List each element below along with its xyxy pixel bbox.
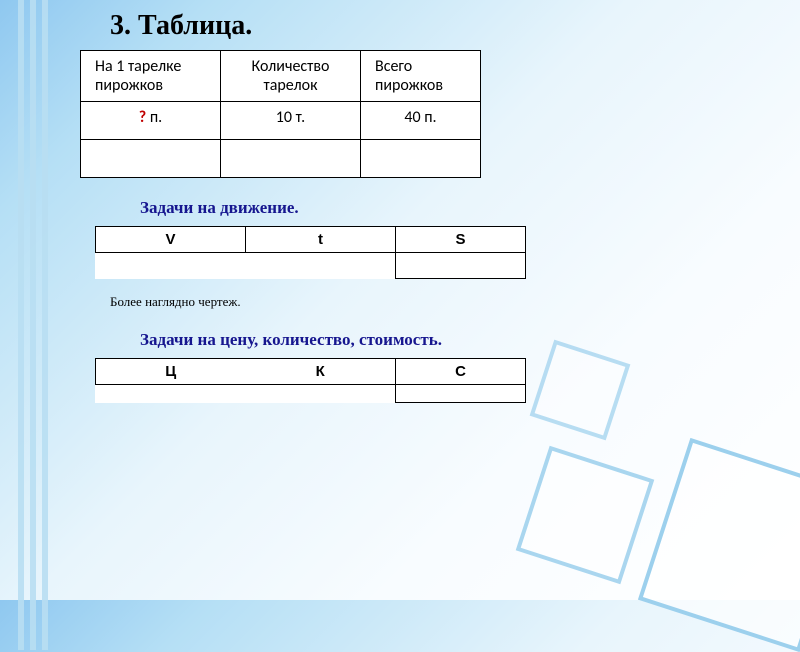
- note-text: Более наглядно чертеж.: [110, 294, 720, 310]
- table-cell: V: [96, 227, 246, 253]
- table-cell: [361, 140, 481, 178]
- table-cell: [96, 385, 246, 403]
- deco-square: [516, 446, 655, 585]
- main-table: На 1 тарелке пирожков Количество тарелок…: [80, 50, 481, 178]
- table-cell: S: [396, 227, 526, 253]
- table-cell: [246, 385, 396, 403]
- table-cell: 10 т.: [221, 102, 361, 140]
- table-header: Всего пирожков: [361, 51, 481, 102]
- deco-square: [638, 438, 800, 652]
- table-cell: [246, 253, 396, 279]
- motion-table: V t S: [95, 226, 526, 279]
- table-cell: [81, 140, 221, 178]
- table-cell: t: [246, 227, 396, 253]
- table-cell: [396, 385, 526, 403]
- table-header: На 1 тарелке пирожков: [81, 51, 221, 102]
- section-title-motion: Задачи на движение.: [140, 198, 720, 218]
- slide-content: 3. Таблица. На 1 тарелке пирожков Количе…: [0, 0, 800, 403]
- table-cell: С: [396, 359, 526, 385]
- slide-title: 3. Таблица.: [110, 10, 720, 42]
- table-cell: ? п.: [81, 102, 221, 140]
- price-table: Ц К С: [95, 358, 526, 403]
- table-cell: К: [246, 359, 396, 385]
- table-cell: Ц: [96, 359, 246, 385]
- table-cell: 40 п.: [361, 102, 481, 140]
- table-cell: [96, 253, 246, 279]
- question-mark: ?: [139, 108, 146, 127]
- table-cell: [396, 253, 526, 279]
- section-title-price: Задачи на цену, количество, стоимость.: [140, 330, 720, 350]
- table-header: Количество тарелок: [221, 51, 361, 102]
- table-cell: [221, 140, 361, 178]
